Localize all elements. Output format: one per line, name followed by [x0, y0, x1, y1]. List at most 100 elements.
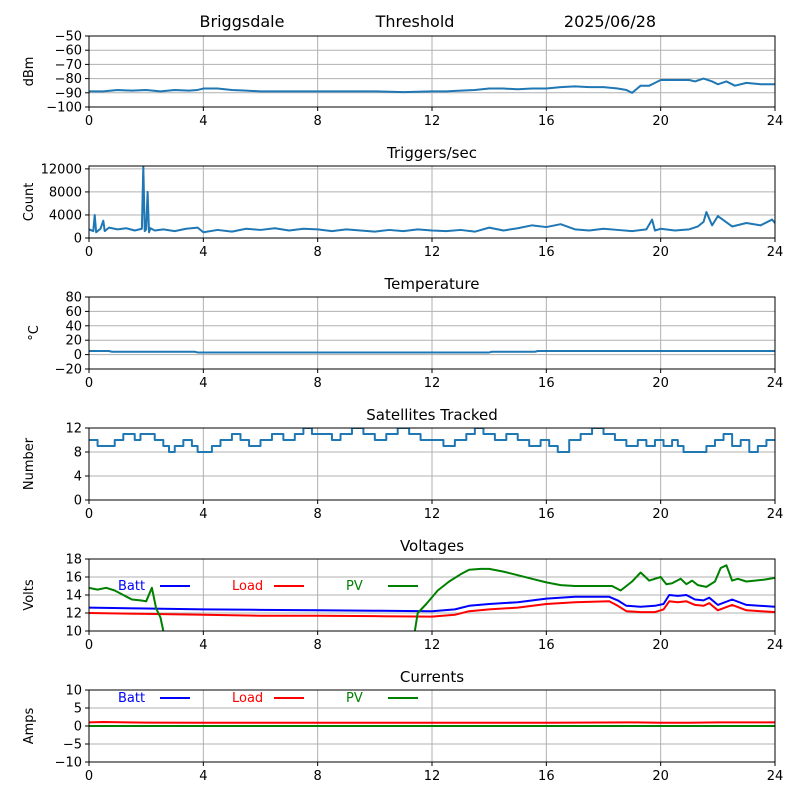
y-tick-label: −5 [63, 738, 82, 753]
x-tick-label: 20 [652, 245, 669, 260]
y-tick-label: 12000 [41, 162, 82, 177]
legend-label-pv: PV [346, 579, 363, 594]
y-tick-label: 8 [74, 446, 82, 461]
series-line-data [89, 428, 775, 453]
x-tick-label: 12 [424, 114, 441, 129]
x-tick-label: 20 [652, 114, 669, 129]
x-tick-label: 8 [314, 114, 322, 129]
x-tick-label: 4 [199, 769, 207, 784]
y-tick-label: −80 [55, 72, 82, 87]
y-tick-label: −100 [46, 101, 82, 116]
y-tick-label: −50 [55, 30, 82, 45]
header-mode: Threshold [375, 12, 455, 31]
y-tick-label: −70 [55, 58, 82, 73]
x-tick-label: 12 [424, 769, 441, 784]
series-line-pv-seg0 [89, 586, 165, 631]
x-tick-label: 0 [85, 376, 93, 391]
y-tick-label: 12 [65, 422, 82, 437]
series-line-batt [89, 594, 775, 613]
x-tick-label: 16 [538, 114, 555, 129]
x-tick-label: 24 [767, 638, 784, 653]
x-tick-label: 24 [767, 245, 784, 260]
y-axis-label: Number [22, 437, 37, 490]
legend-label-load: Load [232, 691, 263, 706]
x-tick-label: 12 [424, 376, 441, 391]
y-tick-label: 0 [74, 232, 82, 247]
y-tick-label: 10 [65, 684, 82, 699]
panel-title: Currents [400, 668, 464, 686]
legend-label-load: Load [232, 579, 263, 594]
x-tick-label: 16 [538, 769, 555, 784]
panel-4: 0 4 8 12 16 20 24 10 12 14 16 18 Voltages Volts Batt Lo… [22, 537, 783, 653]
panel-3: 0 4 8 12 16 20 24 0 4 8 12 Satellites Tracked Number [22, 406, 783, 522]
series-line-load [89, 600, 775, 618]
y-tick-label: −90 [55, 86, 82, 101]
x-tick-label: 4 [199, 114, 207, 129]
y-tick-label: 16 [65, 571, 82, 586]
x-tick-label: 16 [538, 245, 555, 260]
series-line-load [89, 721, 775, 724]
y-tick-label: 12 [65, 607, 82, 622]
x-tick-label: 24 [767, 507, 784, 522]
y-tick-label: 0 [74, 720, 82, 735]
y-tick-label: −20 [55, 363, 82, 378]
series-line-data [89, 350, 775, 354]
x-tick-label: 20 [652, 507, 669, 522]
y-axis-label: °C [27, 325, 42, 341]
panel-1: 0 4 8 12 16 20 24 0 4000 8000 12000 Triggers/sec Cou… [22, 144, 783, 260]
panel-0: 0 4 8 12 16 20 24 −100−90−80−70−60−50 dBm [22, 30, 783, 130]
y-tick-label: −10 [55, 756, 82, 771]
x-tick-label: 24 [767, 769, 784, 784]
x-tick-label: 0 [85, 769, 93, 784]
x-tick-label: 12 [424, 507, 441, 522]
series-line-data [89, 166, 775, 234]
x-tick-label: 8 [314, 245, 322, 260]
y-tick-label: 10 [65, 625, 82, 640]
y-tick-label: 5 [74, 702, 82, 717]
x-tick-label: 4 [199, 376, 207, 391]
x-tick-label: 8 [314, 769, 322, 784]
y-axis-label: Amps [22, 707, 37, 744]
x-tick-label: 0 [85, 638, 93, 653]
x-tick-label: 16 [538, 507, 555, 522]
y-tick-label: 8000 [49, 185, 82, 200]
y-tick-label: 0 [74, 348, 82, 363]
x-tick-label: 4 [199, 245, 207, 260]
y-axis-label: Volts [22, 579, 37, 611]
legend-label-pv: PV [346, 691, 363, 706]
x-tick-label: 8 [314, 376, 322, 391]
y-tick-label: 60 [65, 305, 82, 320]
panel-title: Voltages [400, 537, 464, 555]
header-station: Briggsdale [200, 12, 285, 31]
x-tick-label: 12 [424, 245, 441, 260]
x-tick-label: 12 [424, 638, 441, 653]
x-tick-label: 0 [85, 507, 93, 522]
y-tick-label: 18 [65, 553, 82, 568]
x-tick-label: 8 [314, 507, 322, 522]
x-tick-label: 0 [85, 114, 93, 129]
y-tick-label: 20 [65, 334, 82, 349]
y-tick-label: 14 [65, 589, 82, 604]
x-tick-label: 20 [652, 638, 669, 653]
y-tick-label: −60 [55, 44, 82, 59]
panel-5: 0 4 8 12 16 20 24 −10 −5 0 5 10 Currents Amps Batt Load… [22, 668, 783, 784]
y-tick-label: 4000 [49, 208, 82, 223]
x-tick-label: 8 [314, 638, 322, 653]
y-tick-label: 0 [74, 494, 82, 509]
x-tick-label: 4 [199, 638, 207, 653]
panel-title: Triggers/sec [386, 144, 477, 162]
x-tick-label: 16 [538, 638, 555, 653]
x-tick-label: 24 [767, 376, 784, 391]
x-tick-label: 24 [767, 114, 784, 129]
legend-label-batt: Batt [118, 579, 145, 594]
panel-title: Satellites Tracked [366, 406, 497, 424]
y-tick-label: 4 [74, 470, 82, 485]
y-axis-label: dBm [22, 57, 37, 87]
y-tick-label: 80 [65, 291, 82, 306]
x-tick-label: 16 [538, 376, 555, 391]
y-axis-label: Count [22, 183, 37, 222]
series-line-data [89, 77, 775, 94]
legend-label-batt: Batt [118, 691, 145, 706]
